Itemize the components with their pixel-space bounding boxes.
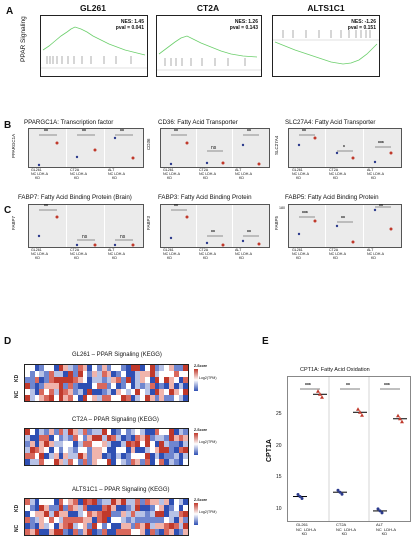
gsea-plot-alts1c1: NES: -1.26 pval = 0.151 xyxy=(272,15,380,77)
panel-label-e: E xyxy=(262,336,269,347)
c2-points xyxy=(161,205,269,247)
e-data-point xyxy=(396,414,400,418)
panel-label-b: B xyxy=(4,120,11,131)
gsea-pval-ct2a: pval = 0.143 xyxy=(230,25,258,31)
b1-sig-3: ** xyxy=(120,129,124,135)
b2-sig-1: ** xyxy=(174,129,178,135)
c3-sig-2: ** xyxy=(341,216,345,222)
c3-sig-1: *** xyxy=(302,211,308,217)
b2-sig-3: ** xyxy=(247,129,251,135)
c2-sig-1: ** xyxy=(174,204,178,210)
e-ytick-25: 25 xyxy=(276,412,282,416)
panel-label-c: C xyxy=(4,205,11,216)
c1-sig-1: ** xyxy=(44,204,48,210)
heatmap-cell xyxy=(183,529,188,535)
c3-sig-3: ** xyxy=(379,204,383,210)
b1-plot: ** ** ** xyxy=(28,128,144,168)
c1-sig-3: ns xyxy=(120,234,125,240)
heatmap-title-ct2a: CT2A – PPAR Signaling (KEGG) xyxy=(72,417,159,423)
c1-ylabel: FABP7 xyxy=(11,216,16,230)
c1-title: FABP7: Fatty Acid Binding Protein (Brain… xyxy=(18,194,132,201)
heatmap-cell xyxy=(183,395,188,401)
e-data-point xyxy=(400,420,404,424)
e-title: CPT1A: Fatty Acid Oxidation xyxy=(300,367,370,373)
heatmap-row xyxy=(25,395,188,401)
e-sig-3: *** xyxy=(384,383,390,389)
e-sig-1: *** xyxy=(305,383,311,389)
b3-plot: ** * *** xyxy=(288,128,402,168)
gsea-plot-ct2a: NES: 1.26 pval = 0.143 xyxy=(156,15,262,77)
b2-sig-2: ns xyxy=(211,145,216,151)
heatmap-title-gl261: GL261 – PPAR Signaling (KEGG) xyxy=(72,352,162,358)
b1-sig-2: ** xyxy=(82,129,86,135)
b2-title: CD36: Fatty Acid Transporter xyxy=(158,119,238,126)
b2-ylabel: CD36 xyxy=(146,138,151,150)
hm1-kd-label: KD xyxy=(14,375,20,382)
b3-sig-3: *** xyxy=(378,141,384,147)
gsea-ylabel: PPAR Signaling xyxy=(20,16,27,62)
heatmap-row xyxy=(25,459,188,465)
b1-title: PPARGC1A: Transcription factor xyxy=(24,119,113,126)
gsea-title-gl261: GL261 xyxy=(33,3,153,13)
e-data-point xyxy=(341,493,344,496)
c2-title: FABP3: Fatty Acid Binding Protein xyxy=(158,194,252,201)
panel-label-d: D xyxy=(4,336,11,347)
c2-sig-2: ** xyxy=(211,230,215,236)
e-ytick-20: 20 xyxy=(276,444,282,448)
heatmap-row xyxy=(25,529,188,535)
b3-sig-1: ** xyxy=(302,129,306,135)
heatmap-legend-2: Z-Score Log2(TPM) xyxy=(194,428,217,455)
c3-ylabel: FABP5 xyxy=(274,216,279,230)
gsea-pval-alts1c1: pval = 0.151 xyxy=(348,25,376,31)
c2-plot: ** ** ** xyxy=(160,204,270,248)
hm1-nc-label: NC xyxy=(14,391,20,398)
b1-sig-1: ** xyxy=(44,129,48,135)
heatmap-gl261 xyxy=(24,364,189,402)
b3-ylabel: SLC27A4 xyxy=(274,136,279,155)
c1-points xyxy=(29,205,143,247)
hm3-kd-label: KD xyxy=(14,505,20,512)
gsea-title-alts1c1: ALTS1C1 xyxy=(266,3,386,13)
c2-sig-3: ** xyxy=(247,230,251,236)
e-data-point xyxy=(360,413,364,417)
heatmap-ct2a xyxy=(24,428,189,466)
e-sig-2: ** xyxy=(346,383,350,389)
e-plot: *** ** *** xyxy=(287,376,411,522)
e-data-point xyxy=(356,407,360,411)
e-data-point xyxy=(301,497,304,500)
gsea-plot-gl261: NES: 1.45 pval = 0.041 xyxy=(40,15,148,77)
e-ytick-15: 15 xyxy=(276,475,282,479)
b1-ylabel: PPARGC1A xyxy=(11,134,16,158)
panel-label-a: A xyxy=(6,6,13,17)
heatmap-legend-3: Z-Score Log2(TPM) xyxy=(194,498,217,525)
c3-ytick: 180 xyxy=(279,206,285,210)
heatmap-cell xyxy=(183,459,188,465)
c1-plot: ** ns ns xyxy=(28,204,144,248)
e-ytick-10: 10 xyxy=(276,507,282,511)
b3-title: SLC27A4: Fatty Acid Transporter xyxy=(285,119,375,126)
heatmap-title-alts1c1: ALTS1C1 – PPAR Signaling (KEGG) xyxy=(72,487,170,493)
heatmap-legend-1: Z-Score Log2(TPM) xyxy=(194,364,217,391)
gsea-pval-gl261: pval = 0.041 xyxy=(116,25,144,31)
c3-title: FABP5: Fatty Acid Binding Protein xyxy=(285,194,379,201)
c2-ylabel: FABP3 xyxy=(146,216,151,230)
e-data-point xyxy=(320,395,324,399)
e-ylabel: CPT1A xyxy=(266,439,273,462)
b3-sig-2: * xyxy=(343,145,345,151)
e-data-point xyxy=(316,389,320,393)
c1-sig-2: ns xyxy=(82,234,87,240)
hm3-nc-label: NC xyxy=(14,525,20,532)
e-chart-svg xyxy=(288,377,410,521)
b2-plot: ** ns ** xyxy=(160,128,270,168)
heatmap-alts1c1 xyxy=(24,498,189,536)
gsea-title-ct2a: CT2A xyxy=(148,3,268,13)
c3-plot: *** ** ** xyxy=(288,204,402,248)
e-data-point xyxy=(381,511,384,514)
